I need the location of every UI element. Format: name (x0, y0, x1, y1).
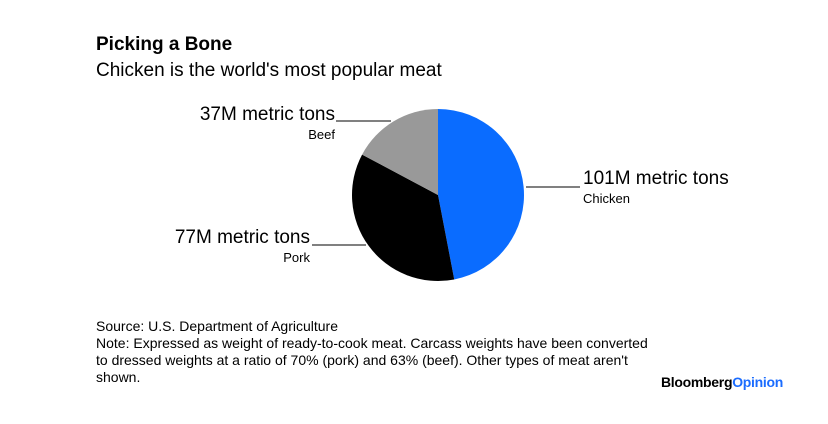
chicken-value-label: 101M metric tons (583, 168, 729, 189)
brand-part2: Opinion (732, 374, 783, 390)
chicken-name-label: Chicken (583, 191, 630, 206)
chart-subtitle: Chicken is the world's most popular meat (96, 60, 442, 81)
pie-slice-beef (362, 109, 438, 195)
methodology-note: Note: Expressed as weight of ready-to-co… (96, 335, 648, 385)
pork-value-label: 77M metric tons (175, 227, 310, 248)
beef-name-label: Beef (308, 127, 335, 142)
chart-footer: Source: U.S. Department of Agriculture N… (96, 318, 656, 386)
pork-name-label: Pork (283, 250, 310, 265)
bloomberg-opinion-logo: BloombergOpinion (661, 374, 783, 390)
source-note: Source: U.S. Department of Agriculture (96, 318, 338, 334)
chart-title: Picking a Bone (96, 34, 233, 55)
beef-value-label: 37M metric tons (200, 104, 335, 125)
pie-slice-chicken (438, 109, 525, 280)
pie-slice-pork (351, 154, 455, 281)
brand-part1: Bloomberg (661, 374, 733, 390)
